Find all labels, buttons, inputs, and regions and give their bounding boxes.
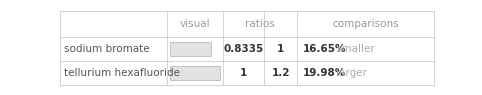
Text: 1: 1 [277, 44, 284, 54]
Text: smaller: smaller [336, 44, 375, 54]
Text: 0.8335: 0.8335 [223, 44, 264, 54]
Text: comparisons: comparisons [332, 19, 399, 29]
Bar [170, 42, 212, 56]
Text: 19.98%: 19.98% [303, 68, 346, 78]
Text: ratios: ratios [245, 19, 275, 29]
Text: 1: 1 [240, 68, 247, 78]
Text: tellurium hexafluoride: tellurium hexafluoride [64, 68, 180, 78]
Text: larger: larger [336, 68, 367, 78]
Text: sodium bromate: sodium bromate [64, 44, 149, 54]
Text: 1.2: 1.2 [271, 68, 290, 78]
Text: visual: visual [179, 19, 210, 29]
Text: 16.65%: 16.65% [303, 44, 347, 54]
Bar [170, 66, 220, 80]
